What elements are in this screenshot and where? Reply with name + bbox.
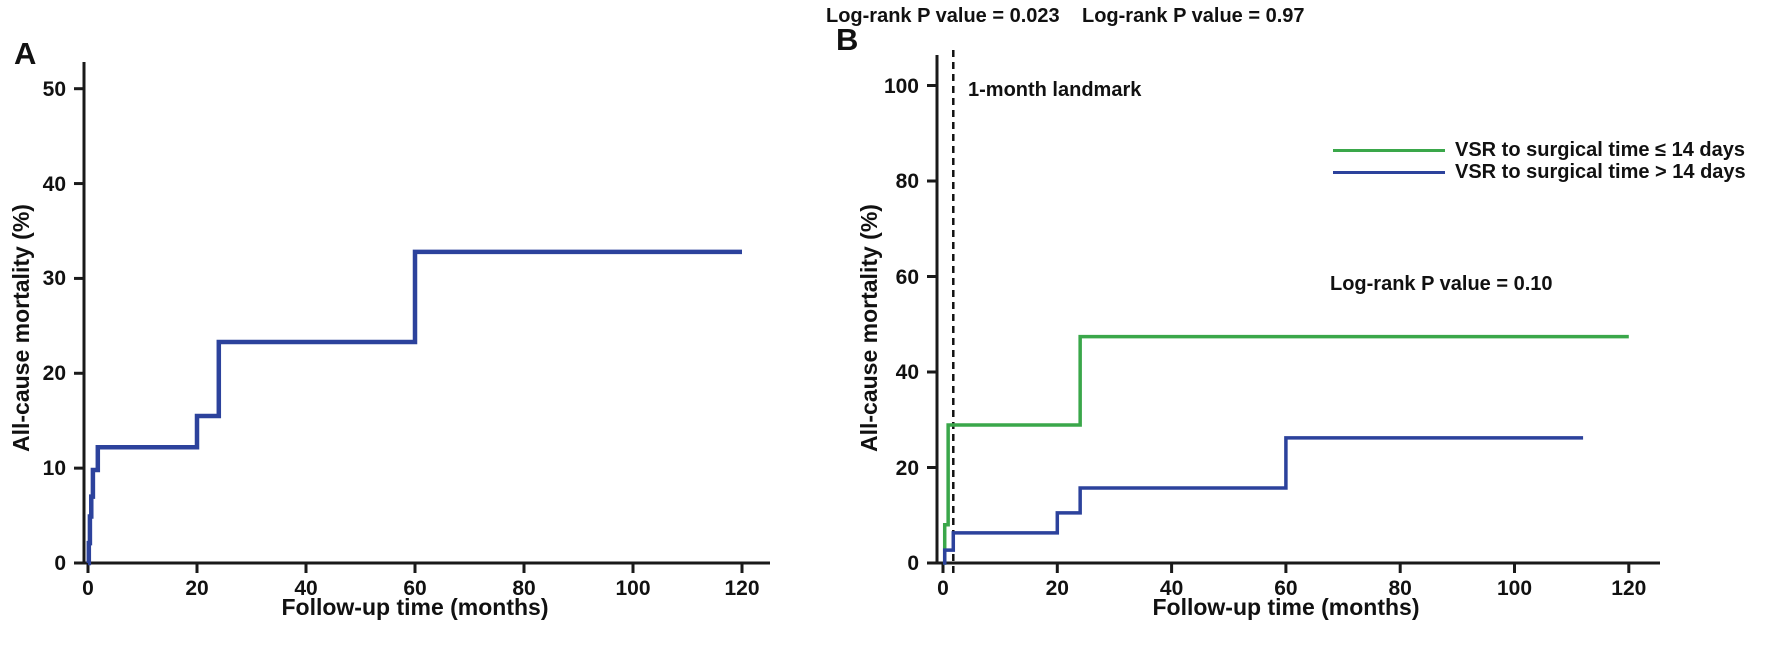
panel-b-ytick-label-60: 60 [895, 265, 919, 289]
panel-a-xtick-label-100: 100 [615, 577, 651, 600]
panel-b-ytick-label-80: 80 [895, 170, 919, 193]
panel-b-xtick-label-120: 120 [1611, 577, 1647, 600]
panel-b-xtick-label-60: 60 [1274, 577, 1298, 600]
panel-b-xtick-label-80: 80 [1388, 577, 1412, 600]
panel-a-ytick-label-0: 0 [54, 552, 66, 575]
panel-b-y-axis-title: All-cause mortality (%) [856, 204, 882, 452]
curve-all-patients [86, 249, 742, 566]
panel-a-ytick-label-20: 20 [42, 362, 66, 386]
legend: VSR to surgical time ≤ 14 days VSR to su… [1333, 139, 1746, 183]
legend-row-gt14: VSR to surgical time > 14 days [1333, 161, 1746, 183]
panel-b-ytick-label-0: 0 [907, 552, 919, 575]
panel-a-ytick-label-50: 50 [42, 77, 66, 101]
panel-a-xtick-label-60: 60 [403, 577, 427, 600]
legend-line-green [1333, 148, 1445, 152]
legend-line-blue [1333, 170, 1445, 174]
logrank-p-top-right: Log-rank P value = 0.97 [1082, 5, 1305, 27]
panel-b-ytick-label-100: 100 [883, 74, 919, 98]
logrank-p-mid: Log-rank P value = 0.10 [1330, 273, 1553, 295]
panel-a-x-axis-title: Follow-up time (months) [281, 594, 549, 620]
panel-a-ytick-label-30: 30 [42, 267, 66, 291]
panel-a-label: A [14, 36, 37, 71]
panel-b-ytick-label-40: 40 [895, 361, 919, 384]
legend-label-le14: VSR to surgical time ≤ 14 days [1455, 139, 1745, 161]
panel-a-ytick-label-10: 10 [42, 457, 66, 481]
panel-b-label: B [836, 22, 859, 57]
panel-a-xtick-label-20: 20 [185, 577, 209, 600]
panel-a-xtick-label-120: 120 [724, 577, 760, 600]
logrank-p-top-left: Log-rank P value = 0.023 [826, 5, 1060, 27]
panel-a-ytick-label-40: 40 [42, 172, 66, 196]
panel-b-xtick-label-100: 100 [1496, 577, 1533, 600]
curve-vsr-to-surgical-time-14-days [942, 436, 1584, 565]
panel-b-xtick-label-0: 0 [937, 577, 949, 600]
panel-b-x-axis-title: Follow-up time (months) [1152, 594, 1420, 620]
panel-b-xtick-label-40: 40 [1159, 577, 1184, 600]
panel-a-xtick-label-0: 0 [82, 577, 94, 600]
legend-label-gt14: VSR to surgical time > 14 days [1455, 161, 1746, 183]
landmark-annotation: 1-month landmark [968, 79, 1142, 101]
panel-a-xtick-label-40: 40 [294, 577, 318, 600]
panel-a-y-axis-title: All-cause mortality (%) [8, 204, 34, 452]
panel-b-ytick-label-20: 20 [895, 456, 919, 480]
panel-a-xtick-label-80: 80 [512, 577, 536, 600]
panel-b-xtick-label-20: 20 [1045, 577, 1069, 600]
legend-row-le14: VSR to surgical time ≤ 14 days [1333, 139, 1746, 161]
